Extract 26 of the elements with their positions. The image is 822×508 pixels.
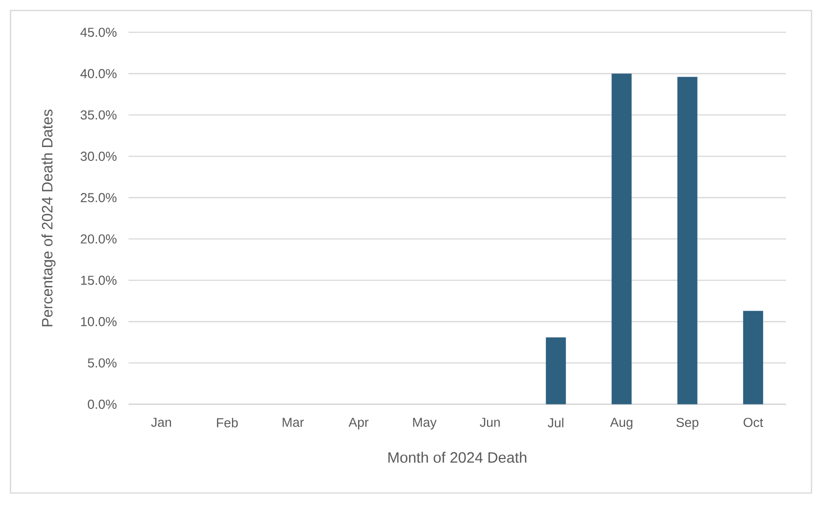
y-tick-label: 0.0% (88, 400, 117, 409)
x-tick-label: Jul (548, 418, 564, 428)
bar (677, 76, 698, 404)
y-tick-label: 5.0% (88, 358, 117, 368)
x-tick-label: Mar (282, 418, 304, 427)
y-tick-label: 20.0% (80, 234, 117, 244)
y-axis-title: Percentage of 2024 Death Dates (42, 110, 56, 326)
x-tick-label: Jan (151, 418, 172, 427)
y-tick-label: 45.0% (80, 28, 117, 37)
bar (743, 310, 764, 404)
y-tick-label: 40.0% (80, 69, 117, 78)
y-tick-label: 30.0% (80, 152, 117, 161)
x-tick-label: Sep (676, 418, 698, 430)
bar (612, 74, 632, 404)
x-tick-label: Aug (610, 418, 632, 430)
y-tick-label: 15.0% (81, 276, 117, 285)
y-tick-label: 10.0% (81, 317, 117, 326)
x-axis-title: Month of 2024 Death (388, 452, 526, 463)
x-tick-label: Oct (744, 418, 764, 428)
bar (546, 337, 566, 404)
x-tick-label: Apr (348, 418, 369, 430)
x-tick-label: Feb (216, 418, 238, 428)
x-tick-label: Jun (480, 418, 500, 427)
x-tick-label: May (413, 418, 437, 430)
y-tick-label: 35.0% (80, 110, 117, 120)
y-tick-label: 25.0% (80, 193, 117, 202)
